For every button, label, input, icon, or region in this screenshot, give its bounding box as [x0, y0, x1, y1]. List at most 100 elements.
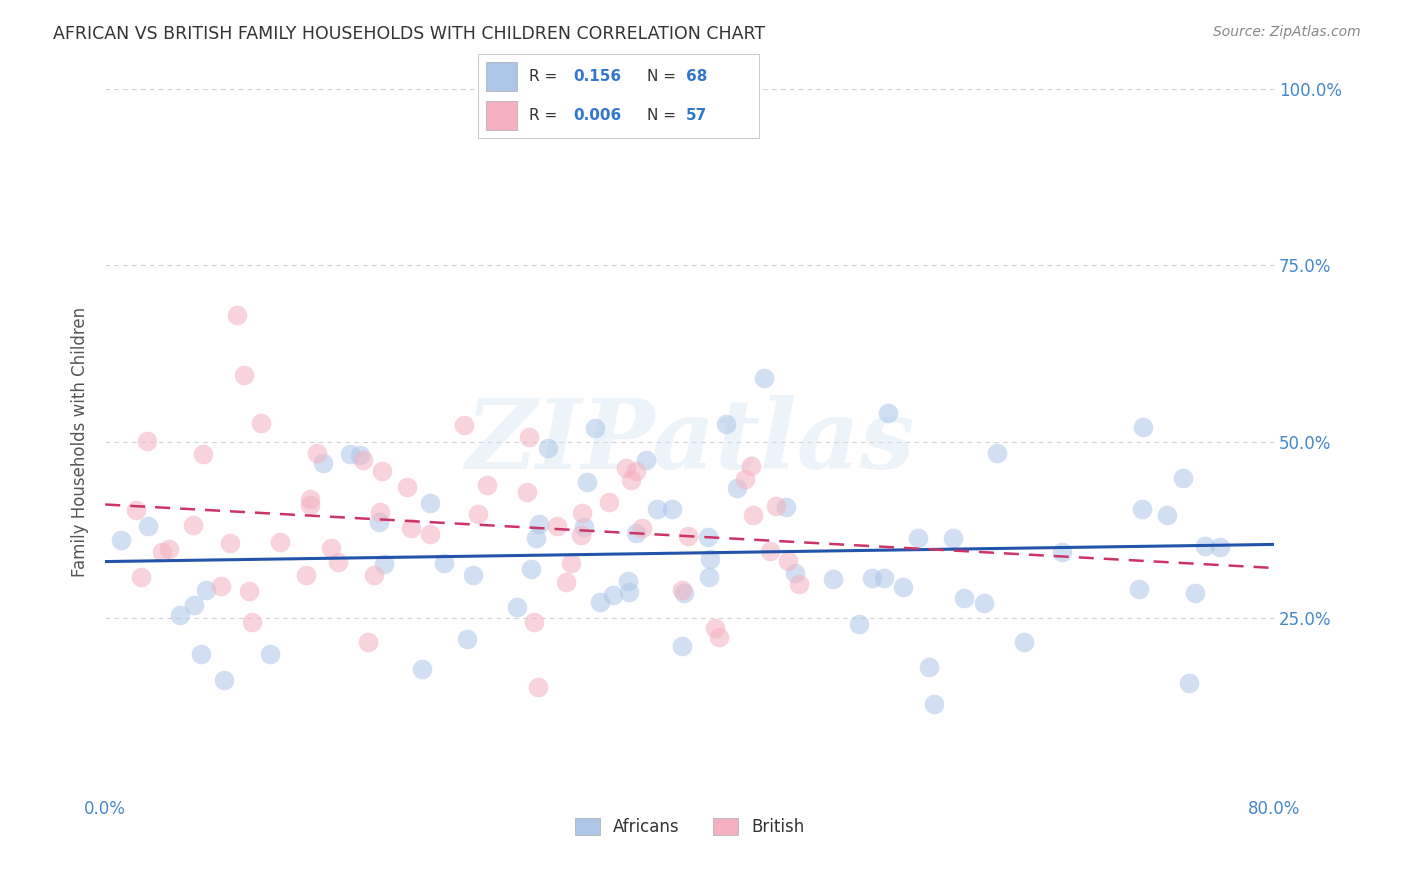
Point — [169, 607, 191, 622]
Point — [575, 475, 598, 489]
Text: AFRICAN VS BRITISH FAMILY HOUSEHOLDS WITH CHILDREN CORRELATION CHART: AFRICAN VS BRITISH FAMILY HOUSEHOLDS WIT… — [53, 25, 765, 43]
Text: 57: 57 — [686, 108, 707, 123]
Point — [697, 530, 720, 544]
Point — [1171, 471, 1194, 485]
Point — [602, 588, 624, 602]
FancyBboxPatch shape — [486, 62, 517, 91]
Point — [1194, 539, 1216, 553]
Point — [588, 595, 610, 609]
Point — [194, 582, 217, 597]
Point — [742, 508, 765, 522]
Point — [506, 599, 529, 614]
Point — [778, 554, 800, 568]
Text: 0.006: 0.006 — [574, 108, 621, 123]
Point — [212, 673, 235, 688]
Point — [631, 521, 654, 535]
Point — [873, 571, 896, 585]
Point — [645, 502, 668, 516]
Point — [157, 542, 180, 557]
Text: N =: N = — [647, 69, 676, 84]
Point — [574, 520, 596, 534]
Point — [259, 647, 281, 661]
Point — [517, 430, 540, 444]
Point — [614, 460, 637, 475]
Point — [326, 555, 349, 569]
Point — [150, 545, 173, 559]
Point — [560, 556, 582, 570]
Point — [922, 698, 945, 712]
Point — [183, 599, 205, 613]
Point — [598, 495, 620, 509]
Point — [707, 630, 730, 644]
Point — [571, 528, 593, 542]
Point — [765, 499, 787, 513]
Point — [136, 518, 159, 533]
Point — [555, 574, 578, 589]
Point — [190, 647, 212, 661]
Point — [571, 506, 593, 520]
Point — [714, 417, 737, 431]
Point — [1184, 585, 1206, 599]
Legend: Africans, British: Africans, British — [568, 812, 811, 843]
Point — [891, 580, 914, 594]
Point — [703, 621, 725, 635]
Point — [307, 446, 329, 460]
Text: ZIPatlas: ZIPatlas — [465, 395, 914, 489]
Point — [240, 615, 263, 629]
Point — [181, 517, 204, 532]
Point — [546, 519, 568, 533]
Point — [626, 525, 648, 540]
Point — [191, 447, 214, 461]
Point — [225, 308, 247, 322]
Point — [299, 492, 322, 507]
Point — [527, 680, 550, 694]
Point — [661, 502, 683, 516]
Point — [456, 632, 478, 646]
Point — [678, 529, 700, 543]
Point — [319, 541, 342, 555]
Point — [672, 586, 695, 600]
Point — [787, 577, 810, 591]
Point — [516, 485, 538, 500]
Point — [218, 536, 240, 550]
Text: R =: R = — [529, 69, 557, 84]
Point — [526, 531, 548, 545]
Point — [758, 544, 780, 558]
Point — [461, 568, 484, 582]
Point — [942, 531, 965, 545]
Point — [986, 446, 1008, 460]
Point — [233, 368, 256, 383]
Point — [1132, 502, 1154, 516]
Point — [110, 533, 132, 548]
Point — [1177, 676, 1199, 690]
Point — [620, 474, 643, 488]
Point — [1156, 508, 1178, 522]
Point — [848, 617, 870, 632]
Point — [1052, 545, 1074, 559]
Point — [697, 570, 720, 584]
Point — [860, 571, 883, 585]
Point — [523, 615, 546, 629]
Point — [467, 507, 489, 521]
Point — [125, 502, 148, 516]
Point — [953, 591, 976, 605]
Point — [352, 453, 374, 467]
Point — [356, 635, 378, 649]
Point — [1012, 635, 1035, 649]
Point — [367, 516, 389, 530]
Point — [619, 584, 641, 599]
Point — [752, 370, 775, 384]
Point — [312, 456, 335, 470]
Point — [1209, 541, 1232, 555]
Point — [740, 458, 762, 473]
Point — [339, 446, 361, 460]
Point — [238, 583, 260, 598]
Point — [907, 531, 929, 545]
Point — [371, 464, 394, 478]
Point — [527, 517, 550, 532]
Point — [877, 406, 900, 420]
Text: 68: 68 — [686, 69, 707, 84]
Point — [734, 471, 756, 485]
Point — [129, 570, 152, 584]
Text: R =: R = — [529, 108, 557, 123]
